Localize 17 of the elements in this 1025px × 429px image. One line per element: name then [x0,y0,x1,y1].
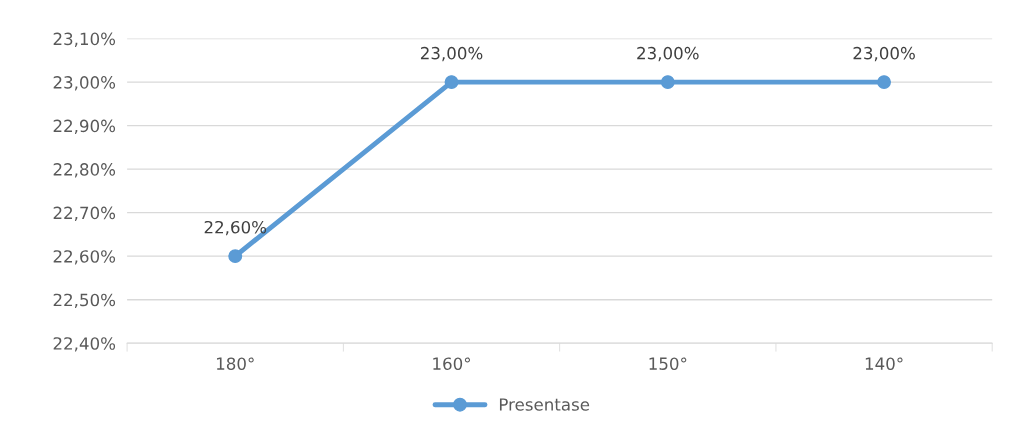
y-tick-label: 22,80% [53,163,116,178]
y-tick-label: 22,90% [53,119,116,134]
y-tick-label: 22,40% [53,337,116,352]
data-label: 23,00% [637,46,699,62]
x-tick-label: 180° [217,357,254,370]
data-label: 23,00% [853,46,915,62]
data-label: 23,00% [420,46,483,62]
y-tick-label: 22,60% [53,250,116,265]
y-tick-label: 23,10% [53,32,116,47]
y-tick-label: 23,00% [53,76,116,91]
y-tick-label: 22,70% [53,206,116,221]
x-tick-label: 140° [865,357,903,370]
data-label: 22,60% [204,220,267,236]
x-tick-label: 160° [433,357,470,370]
legend-label: Presentase [499,398,590,411]
y-tick-label: 22,50% [53,293,116,308]
x-tick-label: 150° [649,357,687,370]
